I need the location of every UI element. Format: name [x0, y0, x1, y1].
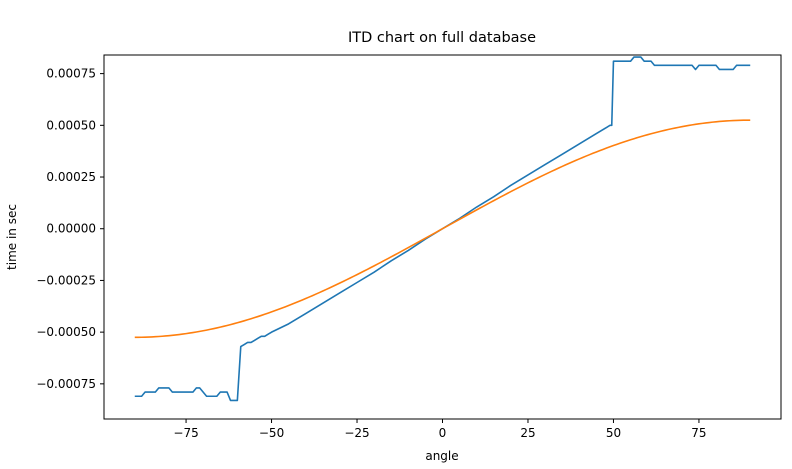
- measured-itd-line: [134, 56, 751, 402]
- y-tick-label: 0.00025: [46, 170, 96, 184]
- x-tick-label: −50: [259, 426, 284, 440]
- y-axis: −0.00075 −0.00050 −0.00025 0.00000 0.00025 0.…: [36, 67, 104, 391]
- y-tick-label: 0.00075: [46, 67, 96, 81]
- x-tick-label: 0: [439, 426, 447, 440]
- plot-area: [103, 54, 782, 420]
- y-tick-label: −0.00025: [36, 273, 96, 287]
- x-tick-label: −25: [344, 426, 369, 440]
- x-axis: −75 −50 −25 0 25 50 75: [173, 419, 707, 440]
- x-tick-label: 75: [691, 426, 706, 440]
- x-tick-label: −75: [173, 426, 198, 440]
- x-axis-label: angle: [425, 449, 458, 463]
- y-tick-label: 0.00000: [46, 222, 96, 236]
- series-layer: [134, 56, 751, 402]
- x-tick-label: 50: [606, 426, 621, 440]
- y-axis-label: time in sec: [5, 204, 19, 270]
- y-tick-label: 0.00050: [46, 118, 96, 132]
- y-tick-label: −0.00075: [36, 377, 96, 391]
- x-tick-label: 25: [520, 426, 535, 440]
- plot-frame: [103, 54, 782, 420]
- y-tick-label: −0.00050: [36, 325, 96, 339]
- chart-title: ITD chart on full database: [348, 30, 536, 46]
- model-itd-line: [134, 119, 751, 339]
